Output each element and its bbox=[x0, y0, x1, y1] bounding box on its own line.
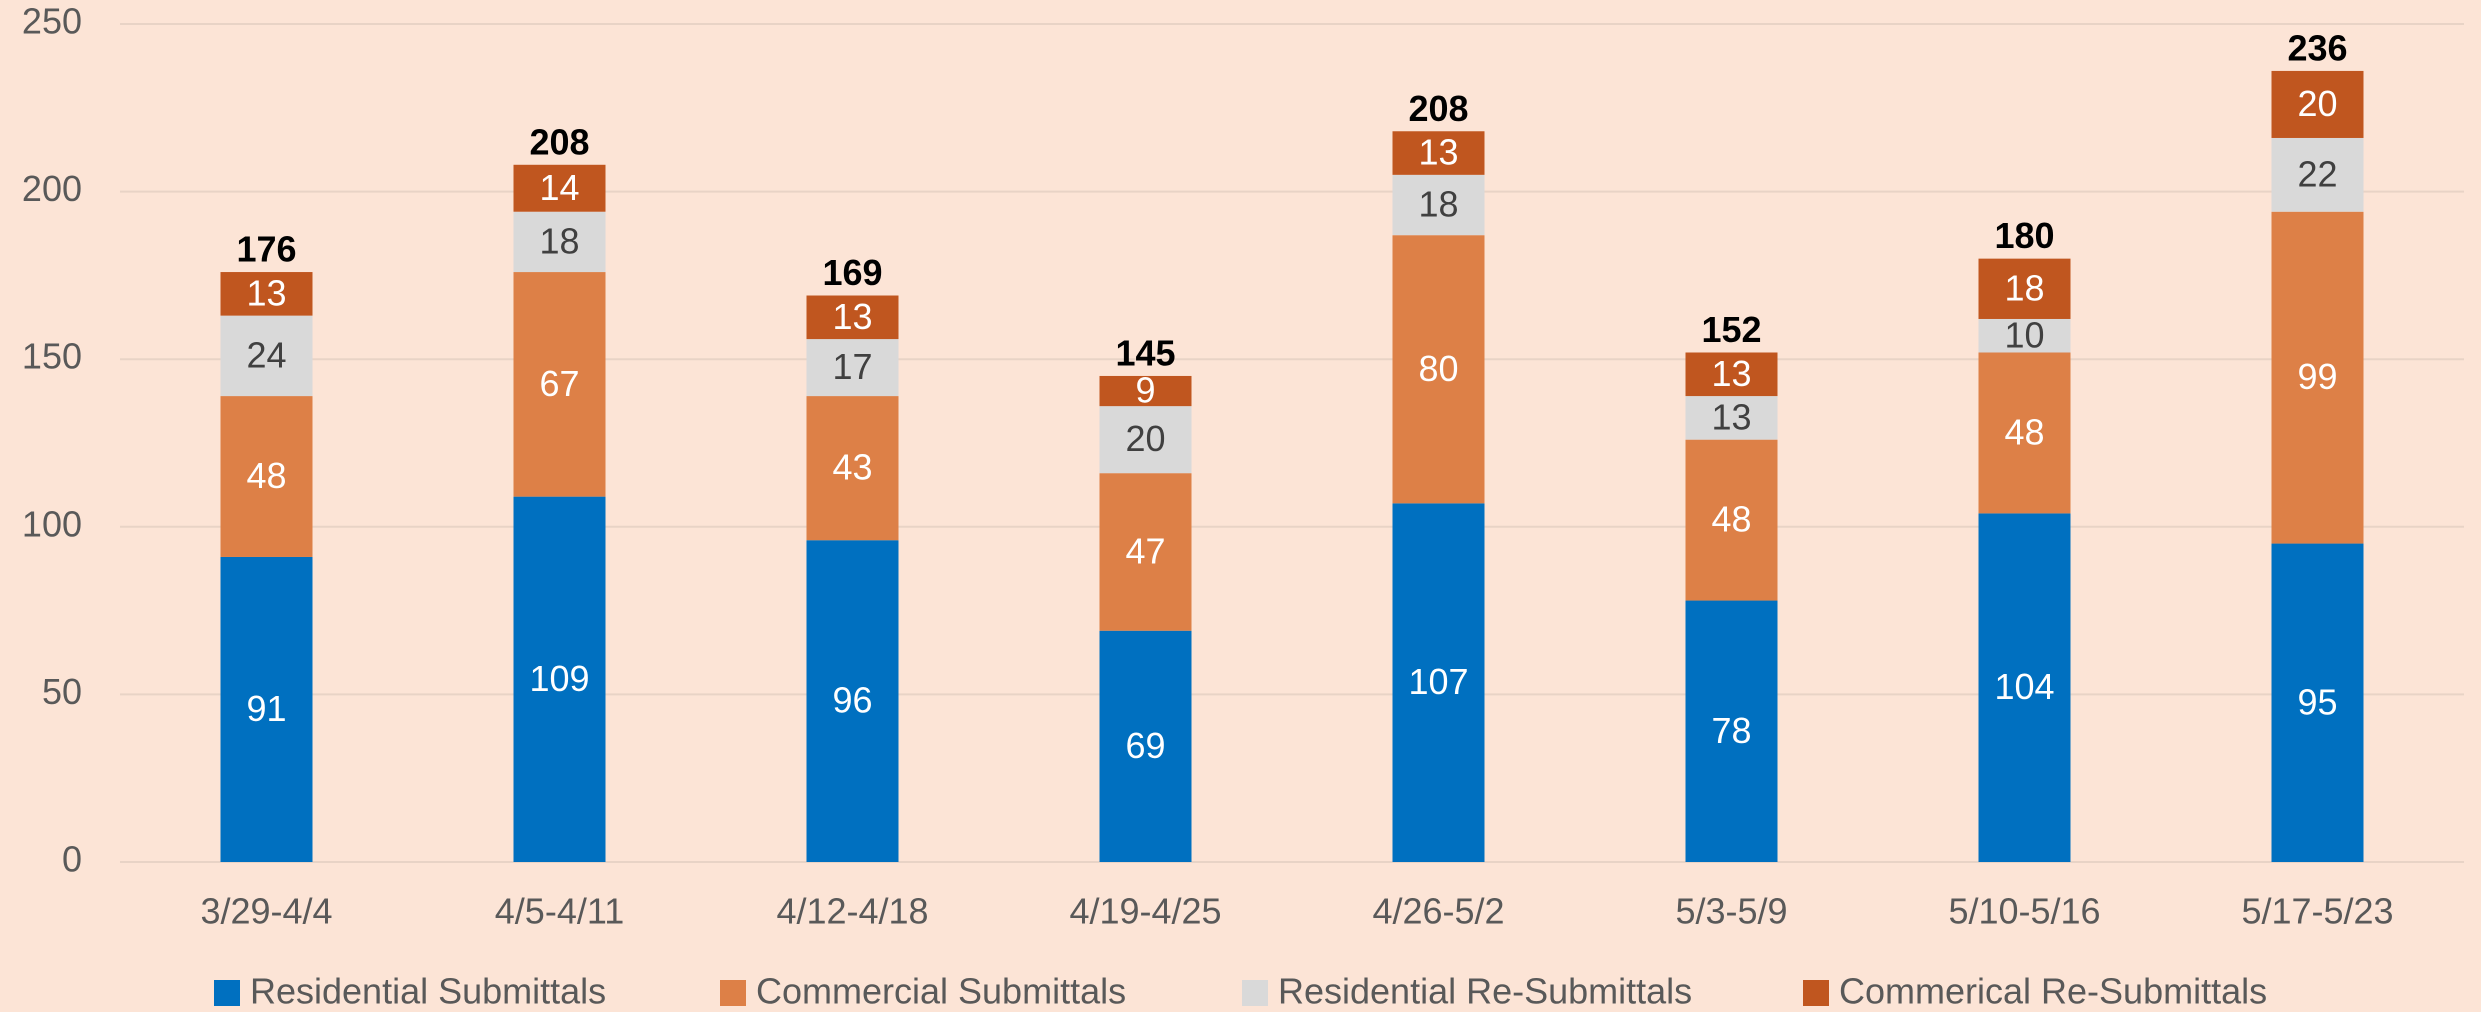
bar-segment bbox=[2271, 543, 2364, 862]
data-label: 48 bbox=[2004, 411, 2044, 452]
bar-segment bbox=[1392, 174, 1485, 236]
x-tick-label: 5/3-5/9 bbox=[1675, 891, 1787, 932]
total-label: 176 bbox=[236, 229, 296, 270]
legend-swatch bbox=[214, 980, 240, 1006]
bar-segment bbox=[1099, 473, 1192, 631]
y-tick-label: 250 bbox=[22, 1, 82, 42]
data-label: 48 bbox=[246, 455, 286, 496]
bar-segment bbox=[1685, 352, 1778, 397]
data-label: 20 bbox=[1125, 418, 1165, 459]
data-label: 13 bbox=[1418, 132, 1458, 173]
x-tick-label: 4/5-4/11 bbox=[495, 891, 624, 932]
bar-segment bbox=[2271, 70, 2364, 138]
bar-segment bbox=[806, 295, 899, 340]
data-label: 20 bbox=[2297, 83, 2337, 124]
legend-swatch bbox=[720, 980, 746, 1006]
bar-segment bbox=[806, 396, 899, 541]
bar-segment bbox=[1978, 318, 2071, 353]
bar-segment bbox=[2271, 211, 2364, 544]
data-label: 14 bbox=[539, 167, 579, 208]
bar-segment bbox=[513, 164, 606, 212]
legend-label: Residential Submittals bbox=[250, 971, 606, 1012]
legend-label: Residential Re-Submittals bbox=[1278, 971, 1692, 1012]
bar-segment bbox=[1685, 600, 1778, 862]
legend-label: Commerical Re-Submittals bbox=[1839, 971, 2267, 1012]
data-label: 109 bbox=[529, 658, 589, 699]
data-label: 13 bbox=[1711, 353, 1751, 394]
total-label: 208 bbox=[529, 121, 589, 162]
data-label: 10 bbox=[2004, 314, 2044, 355]
bar-segment bbox=[1978, 258, 2071, 319]
total-label: 145 bbox=[1115, 332, 1175, 373]
bar-segment bbox=[1978, 513, 2071, 862]
x-tick-label: 5/10-5/16 bbox=[1948, 891, 2100, 932]
total-label: 152 bbox=[1701, 309, 1761, 350]
bar-segment bbox=[806, 339, 899, 397]
data-label: 96 bbox=[832, 680, 872, 721]
x-tick-label: 4/12-4/18 bbox=[776, 891, 928, 932]
y-tick-label: 150 bbox=[22, 336, 82, 377]
data-label: 99 bbox=[2297, 356, 2337, 397]
total-label: 208 bbox=[1408, 88, 1468, 129]
x-tick-label: 3/29-4/4 bbox=[200, 891, 332, 932]
bar-segment bbox=[2271, 137, 2364, 212]
data-label: 91 bbox=[246, 688, 286, 729]
bar-segment bbox=[1392, 503, 1485, 862]
x-tick-label: 4/26-5/2 bbox=[1372, 891, 1504, 932]
bar-segment bbox=[806, 540, 899, 862]
data-label: 107 bbox=[1408, 661, 1468, 702]
data-label: 13 bbox=[1711, 396, 1751, 437]
bar-segment bbox=[513, 272, 606, 497]
bar-segment bbox=[220, 556, 313, 862]
bar-segment bbox=[513, 496, 606, 862]
bar-segment bbox=[220, 315, 313, 397]
y-tick-label: 100 bbox=[22, 503, 82, 544]
data-label: 22 bbox=[2297, 153, 2337, 194]
data-label: 43 bbox=[832, 447, 872, 488]
bar-segment bbox=[1099, 406, 1192, 474]
bar-segment bbox=[1099, 630, 1192, 862]
data-label: 104 bbox=[1994, 666, 2054, 707]
x-tick-label: 5/17-5/23 bbox=[2241, 891, 2393, 932]
data-label: 47 bbox=[1125, 530, 1165, 571]
data-label: 95 bbox=[2297, 681, 2337, 722]
bar-segment bbox=[1392, 235, 1485, 504]
bar-segment bbox=[1392, 131, 1485, 175]
bar-segment bbox=[220, 272, 313, 316]
data-label: 24 bbox=[246, 334, 286, 375]
total-label: 180 bbox=[1994, 215, 2054, 256]
data-label: 13 bbox=[832, 296, 872, 337]
data-label: 18 bbox=[539, 220, 579, 261]
bar-segment bbox=[513, 211, 606, 273]
total-label: 236 bbox=[2287, 27, 2347, 68]
bar-segment bbox=[1978, 352, 2071, 514]
x-tick-label: 4/19-4/25 bbox=[1069, 891, 1221, 932]
bar-segment bbox=[1685, 439, 1778, 601]
legend-swatch bbox=[1803, 980, 1829, 1006]
y-tick-label: 50 bbox=[42, 671, 82, 712]
data-label: 69 bbox=[1125, 725, 1165, 766]
total-label: 169 bbox=[822, 252, 882, 293]
data-label: 48 bbox=[1711, 499, 1751, 540]
bar-segment bbox=[1099, 375, 1192, 407]
legend-swatch bbox=[1242, 980, 1268, 1006]
legend-label: Commercial Submittals bbox=[756, 971, 1126, 1012]
data-label: 13 bbox=[246, 272, 286, 313]
data-label: 67 bbox=[539, 363, 579, 404]
data-label: 18 bbox=[1418, 184, 1458, 225]
data-label: 9 bbox=[1135, 370, 1155, 411]
data-label: 80 bbox=[1418, 348, 1458, 389]
data-label: 78 bbox=[1711, 710, 1751, 751]
y-tick-label: 0 bbox=[62, 839, 82, 880]
bar-segment bbox=[220, 396, 313, 557]
data-label: 18 bbox=[2004, 267, 2044, 308]
bar-segment bbox=[1685, 396, 1778, 440]
data-label: 17 bbox=[832, 346, 872, 387]
y-tick-label: 200 bbox=[22, 168, 82, 209]
